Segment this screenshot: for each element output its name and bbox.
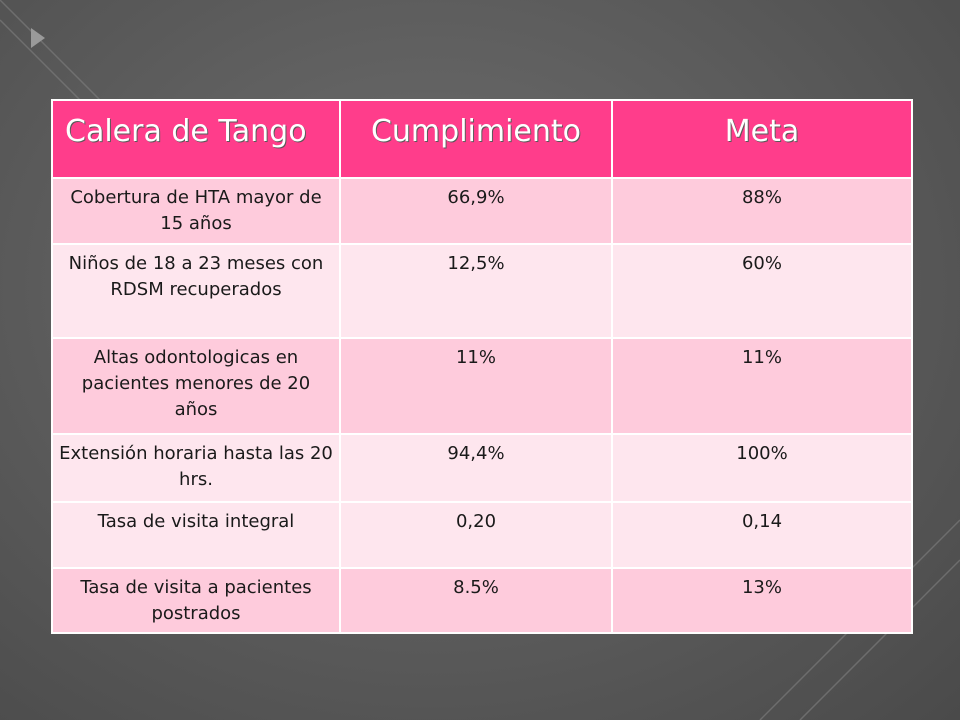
header-cumplimiento: Cumplimiento bbox=[339, 99, 613, 179]
table-row: Extensión horaria hasta las 20 hrs. 94,4… bbox=[51, 433, 913, 503]
meta-cell: 0,14 bbox=[611, 501, 913, 569]
header-meta: Meta bbox=[611, 99, 913, 179]
table-row: Tasa de visita integral 0,20 0,14 bbox=[51, 501, 913, 569]
cumplimiento-cell: 12,5% bbox=[339, 243, 613, 339]
table-row: Altas odontologicas en pacientes menores… bbox=[51, 337, 913, 435]
indicator-cell: Niños de 18 a 23 meses con RDSM recupera… bbox=[51, 243, 341, 339]
cumplimiento-cell: 11% bbox=[339, 337, 613, 435]
table-row: Niños de 18 a 23 meses con RDSM recupera… bbox=[51, 243, 913, 339]
cumplimiento-cell: 94,4% bbox=[339, 433, 613, 503]
table-header-row: Calera de Tango Cumplimiento Meta bbox=[51, 99, 913, 179]
meta-cell: 60% bbox=[611, 243, 913, 339]
header-calera-de-tango: Calera de Tango bbox=[51, 99, 341, 179]
table-row: Tasa de visita a pacientes postrados 8.5… bbox=[51, 567, 913, 634]
indicator-cell: Cobertura de HTA mayor de 15 años bbox=[51, 177, 341, 245]
indicator-cell: Altas odontologicas en pacientes menores… bbox=[51, 337, 341, 435]
indicator-cell: Extensión horaria hasta las 20 hrs. bbox=[51, 433, 341, 503]
meta-cell: 100% bbox=[611, 433, 913, 503]
meta-cell: 11% bbox=[611, 337, 913, 435]
cumplimiento-cell: 0,20 bbox=[339, 501, 613, 569]
indicator-cell: Tasa de visita a pacientes postrados bbox=[51, 567, 341, 634]
meta-cell: 13% bbox=[611, 567, 913, 634]
meta-cell: 88% bbox=[611, 177, 913, 245]
table-row: Cobertura de HTA mayor de 15 años 66,9% … bbox=[51, 177, 913, 245]
cumplimiento-cell: 66,9% bbox=[339, 177, 613, 245]
slide-bullet-arrow-icon bbox=[31, 28, 45, 48]
indicator-cell: Tasa de visita integral bbox=[51, 501, 341, 569]
results-table: Calera de Tango Cumplimiento Meta Cobert… bbox=[51, 99, 913, 634]
cumplimiento-cell: 8.5% bbox=[339, 567, 613, 634]
